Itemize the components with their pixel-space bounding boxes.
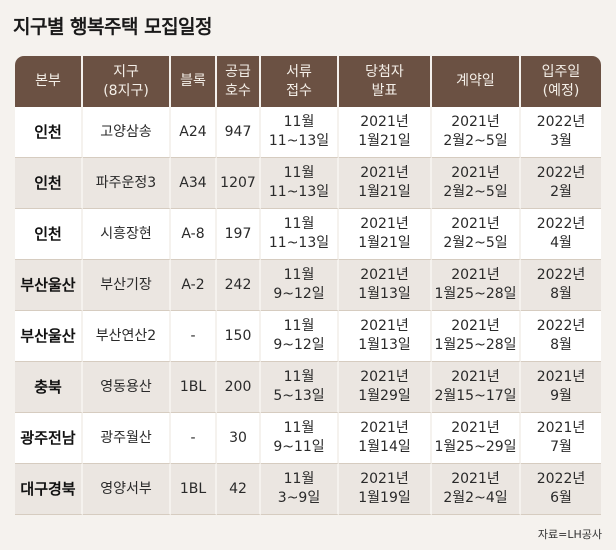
header-block: 블록 bbox=[171, 56, 217, 107]
cell-contract: 2021년 1월25~29일 bbox=[432, 413, 521, 464]
cell-contract: 2021년 2월2~5일 bbox=[432, 158, 521, 209]
cell-units: 200 bbox=[217, 362, 261, 413]
cell-hq: 충북 bbox=[15, 362, 83, 413]
cell-movein: 2022년 8월 bbox=[521, 260, 601, 311]
cell-contract: 2021년 2월2~4일 bbox=[432, 464, 521, 515]
table-row: 부산울산 부산연산2-150 11월 9~12일 2021년 1월13일 2021년 1월25… bbox=[15, 311, 601, 362]
cell-units: 150 bbox=[217, 311, 261, 362]
cell-announce: 2021년 1월21일 bbox=[339, 209, 432, 260]
cell-movein: 2022년 4월 bbox=[521, 209, 601, 260]
cell-hq: 부산울산 bbox=[15, 311, 83, 362]
cell-district: 영양서부 bbox=[83, 464, 171, 515]
cell-movein: 2021년 9월 bbox=[521, 362, 601, 413]
cell-block: - bbox=[171, 413, 217, 464]
cell-hq: 인천 bbox=[15, 158, 83, 209]
cell-block: A-8 bbox=[171, 209, 217, 260]
cell-contract: 2021년 1월25~28일 bbox=[432, 260, 521, 311]
cell-announce: 2021년 1월13일 bbox=[339, 311, 432, 362]
cell-district: 광주월산 bbox=[83, 413, 171, 464]
cell-block: - bbox=[171, 311, 217, 362]
cell-docs: 11월 11~13일 bbox=[261, 209, 339, 260]
table-row: 부산울산 부산기장 A-2 242 11월 9~12일 2021년 1월13일 2021년 1월2… bbox=[15, 260, 601, 311]
cell-units: 197 bbox=[217, 209, 261, 260]
source-note: 자료=LH공사 bbox=[537, 528, 602, 541]
cell-hq: 부산울산 bbox=[15, 260, 83, 311]
table-row: 인천 고양삼송 A24 947 11월 11~13일 2021년 1월21일 2021년 2월2~… bbox=[15, 107, 601, 158]
cell-movein: 2021년 7월 bbox=[521, 413, 601, 464]
cell-announce: 2021년 1월21일 bbox=[339, 158, 432, 209]
cell-units: 1207 bbox=[217, 158, 261, 209]
header-announce: 당첨자 발표 bbox=[339, 56, 432, 107]
cell-movein: 2022년 3월 bbox=[521, 107, 601, 158]
cell-units: 42 bbox=[217, 464, 261, 515]
cell-contract: 2021년 1월25~28일 bbox=[432, 311, 521, 362]
cell-district: 고양삼송 bbox=[83, 107, 171, 158]
table-row: 인천 파주운정3 A34 1207 11월 11~13일 2021년 1월21일 2021년 2월… bbox=[15, 158, 601, 209]
header-units: 공급 호수 bbox=[217, 56, 261, 107]
cell-docs: 11월 11~13일 bbox=[261, 158, 339, 209]
table-row: 인천 시흥장현 A-8 197 11월 11~13일 2021년 1월21일 2021년 2월2~… bbox=[15, 209, 601, 260]
cell-block: 1BL bbox=[171, 464, 217, 515]
cell-hq: 인천 bbox=[15, 209, 83, 260]
page-title: 지구별 행복주택 모집일정 bbox=[13, 16, 213, 38]
schedule-table: 본부 지구 (8지구) 블록 공급 호수 서류 접수 당첨자 발표 계약일 입주일 (예정… bbox=[15, 56, 601, 515]
cell-district: 영동용산 bbox=[83, 362, 171, 413]
cell-announce: 2021년 1월21일 bbox=[339, 107, 432, 158]
cell-hq: 인천 bbox=[15, 107, 83, 158]
cell-announce: 2021년 1월13일 bbox=[339, 260, 432, 311]
cell-contract: 2021년 2월2~5일 bbox=[432, 209, 521, 260]
cell-block: A24 bbox=[171, 107, 217, 158]
cell-contract: 2021년 2월15~17일 bbox=[432, 362, 521, 413]
header-district: 지구 (8지구) bbox=[83, 56, 171, 107]
table-header-row: 본부 지구 (8지구) 블록 공급 호수 서류 접수 당첨자 발표 계약일 입주일 (예정… bbox=[15, 56, 601, 107]
cell-docs: 11월 5~13일 bbox=[261, 362, 339, 413]
header-contract: 계약일 bbox=[432, 56, 521, 107]
cell-units: 30 bbox=[217, 413, 261, 464]
header-docs: 서류 접수 bbox=[261, 56, 339, 107]
table-row: 광주전남 광주월산 -30 11월 9~11일 2021년 1월14일 2021년 1월25~2… bbox=[15, 413, 601, 464]
cell-hq: 대구경북 bbox=[15, 464, 83, 515]
cell-units: 947 bbox=[217, 107, 261, 158]
cell-contract: 2021년 2월2~5일 bbox=[432, 107, 521, 158]
cell-docs: 11월 9~12일 bbox=[261, 311, 339, 362]
cell-hq: 광주전남 bbox=[15, 413, 83, 464]
cell-district: 부산연산2 bbox=[83, 311, 171, 362]
cell-units: 242 bbox=[217, 260, 261, 311]
header-movein: 입주일 (예정) bbox=[521, 56, 601, 107]
table-row: 대구경북 영양서부 1BL 42 11월 3~9일 2021년 1월19일 2021년 2월2~4… bbox=[15, 464, 601, 515]
table-body: 인천 고양삼송 A24 947 11월 11~13일 2021년 1월21일 2021년 2월2~… bbox=[15, 107, 601, 515]
cell-announce: 2021년 1월14일 bbox=[339, 413, 432, 464]
table-row: 충북 영동용산 1BL 200 11월 5~13일 2021년 1월29일 2021년 2월15~… bbox=[15, 362, 601, 413]
cell-docs: 11월 3~9일 bbox=[261, 464, 339, 515]
cell-movein: 2022년 8월 bbox=[521, 311, 601, 362]
cell-block: 1BL bbox=[171, 362, 217, 413]
cell-movein: 2022년 6월 bbox=[521, 464, 601, 515]
header-hq: 본부 bbox=[15, 56, 83, 107]
cell-announce: 2021년 1월19일 bbox=[339, 464, 432, 515]
cell-docs: 11월 9~11일 bbox=[261, 413, 339, 464]
cell-district: 파주운정3 bbox=[83, 158, 171, 209]
cell-district: 시흥장현 bbox=[83, 209, 171, 260]
cell-docs: 11월 9~12일 bbox=[261, 260, 339, 311]
cell-block: A34 bbox=[171, 158, 217, 209]
cell-announce: 2021년 1월29일 bbox=[339, 362, 432, 413]
cell-district: 부산기장 bbox=[83, 260, 171, 311]
cell-movein: 2022년 2월 bbox=[521, 158, 601, 209]
cell-block: A-2 bbox=[171, 260, 217, 311]
cell-docs: 11월 11~13일 bbox=[261, 107, 339, 158]
